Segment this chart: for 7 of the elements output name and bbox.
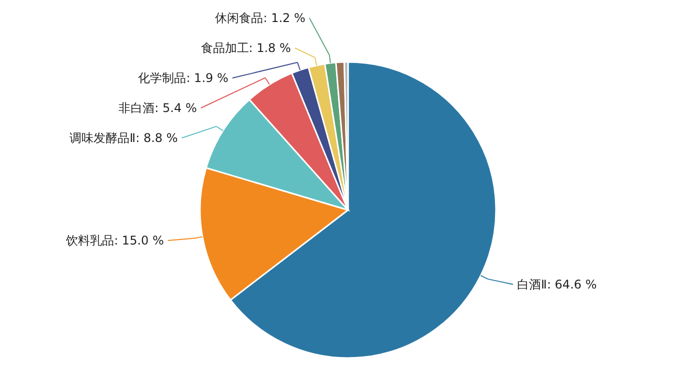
slice-label: 非白酒: 5.4 %: [118, 101, 197, 115]
slice-label: 饮料乳品: 15.0 %: [65, 233, 164, 248]
slice-label: 化学制品: 1.9 %: [138, 71, 228, 85]
slice-label: 休闲食品: 1.2 %: [215, 11, 306, 25]
slice-label: 白酒Ⅱ: 64.6 %: [517, 277, 597, 292]
slice-label: 食品加工: 1.8 %: [200, 41, 291, 55]
slice-label: 调味发酵品Ⅱ: 8.8 %: [70, 131, 178, 145]
